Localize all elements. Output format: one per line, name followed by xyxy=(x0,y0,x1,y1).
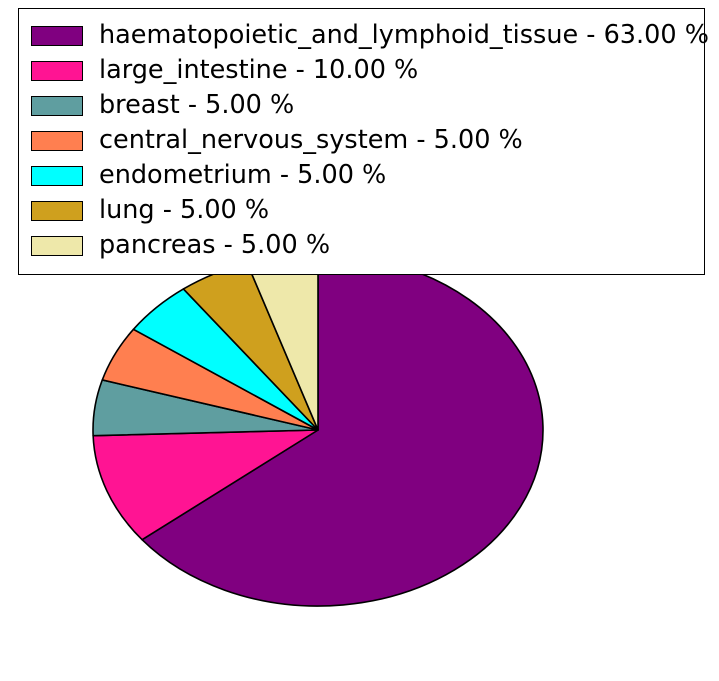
legend-label-haematopoietic_and_lymphoid_tissue: haematopoietic_and_lymphoid_tissue - 63.… xyxy=(99,19,709,50)
legend-label-breast: breast - 5.00 % xyxy=(99,89,295,120)
pie-slice-group xyxy=(92,253,544,607)
legend-item-lung: lung - 5.00 % xyxy=(31,193,694,228)
legend-swatch-endometrium xyxy=(31,165,83,186)
legend-item-central_nervous_system: central_nervous_system - 5.00 % xyxy=(31,123,694,158)
legend-item-large_intestine: large_intestine - 10.00 % xyxy=(31,53,694,88)
legend-item-endometrium: endometrium - 5.00 % xyxy=(31,158,694,193)
legend-item-breast: breast - 5.00 % xyxy=(31,88,694,123)
legend-item-pancreas: pancreas - 5.00 % xyxy=(31,228,694,263)
legend-label-endometrium: endometrium - 5.00 % xyxy=(99,159,387,190)
legend-swatch-haematopoietic_and_lymphoid_tissue xyxy=(31,25,83,46)
legend-item-haematopoietic_and_lymphoid_tissue: haematopoietic_and_lymphoid_tissue - 63.… xyxy=(31,18,709,53)
legend-label-pancreas: pancreas - 5.00 % xyxy=(99,229,331,260)
legend-swatch-central_nervous_system xyxy=(31,130,83,151)
legend-label-lung: lung - 5.00 % xyxy=(99,194,270,225)
legend-swatch-pancreas xyxy=(31,235,83,256)
legend-swatch-large_intestine xyxy=(31,60,83,81)
pie-slice-haematopoietic_and_lymphoid_tissue xyxy=(141,253,544,607)
legend-swatch-lung xyxy=(31,200,83,221)
legend-label-central_nervous_system: central_nervous_system - 5.00 % xyxy=(99,124,523,155)
legend-swatch-breast xyxy=(31,95,83,116)
chart-legend: haematopoietic_and_lymphoid_tissue - 63.… xyxy=(18,8,709,275)
pie-slice-large_intestine xyxy=(92,429,319,541)
legend-label-large_intestine: large_intestine - 10.00 % xyxy=(99,54,419,85)
